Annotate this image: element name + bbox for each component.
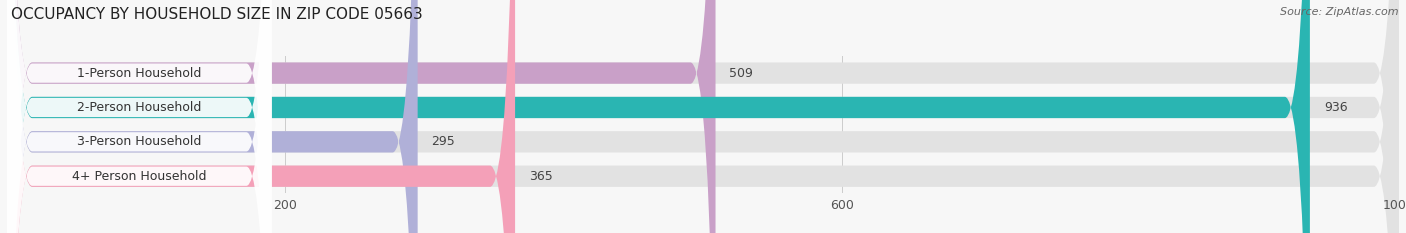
Text: 4+ Person Household: 4+ Person Household [72, 170, 207, 183]
FancyBboxPatch shape [7, 0, 1310, 233]
Text: Source: ZipAtlas.com: Source: ZipAtlas.com [1281, 7, 1399, 17]
Text: 936: 936 [1324, 101, 1347, 114]
FancyBboxPatch shape [7, 0, 716, 233]
FancyBboxPatch shape [7, 0, 271, 233]
Text: 3-Person Household: 3-Person Household [77, 135, 201, 148]
FancyBboxPatch shape [7, 0, 515, 233]
FancyBboxPatch shape [7, 0, 271, 233]
Text: 365: 365 [529, 170, 553, 183]
FancyBboxPatch shape [7, 0, 418, 233]
Text: 1-Person Household: 1-Person Household [77, 67, 201, 80]
FancyBboxPatch shape [7, 0, 1399, 233]
Text: 295: 295 [432, 135, 456, 148]
FancyBboxPatch shape [7, 0, 1399, 233]
FancyBboxPatch shape [7, 0, 271, 233]
FancyBboxPatch shape [7, 0, 271, 233]
Text: 509: 509 [730, 67, 754, 80]
FancyBboxPatch shape [7, 0, 1399, 233]
FancyBboxPatch shape [7, 0, 1399, 233]
Text: OCCUPANCY BY HOUSEHOLD SIZE IN ZIP CODE 05663: OCCUPANCY BY HOUSEHOLD SIZE IN ZIP CODE … [11, 7, 423, 22]
Text: 2-Person Household: 2-Person Household [77, 101, 201, 114]
